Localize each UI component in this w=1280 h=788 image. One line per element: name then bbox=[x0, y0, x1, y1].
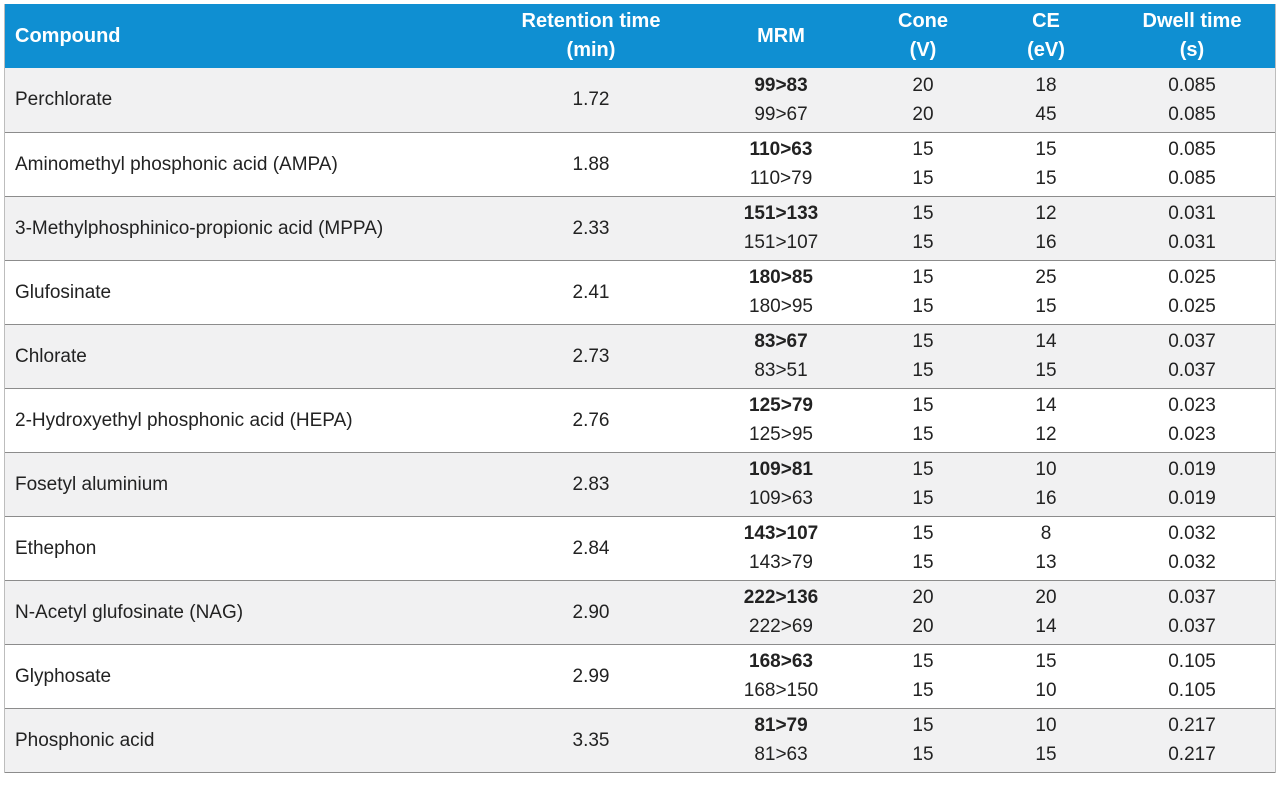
cell-dwell: 0.217 0.217 bbox=[1168, 715, 1216, 765]
cell-ce: 18 45 bbox=[1035, 74, 1057, 125]
cell-ce: 14 12 bbox=[1035, 395, 1057, 445]
cell-ce: 12 16 bbox=[1035, 203, 1057, 253]
cell-compound: Ethephon bbox=[15, 537, 97, 559]
cell-cone: 15 15 bbox=[912, 715, 934, 765]
cell-retention-time: 2.99 bbox=[572, 665, 610, 687]
header-dwell-time: Dwell time (s) bbox=[1109, 4, 1275, 68]
cell-retention-time: 2.41 bbox=[572, 281, 610, 303]
cell-cone: 15 15 bbox=[912, 139, 934, 189]
cell-mrm: 81>79 81>63 bbox=[754, 715, 808, 765]
cell-mrm: 83>67 83>51 bbox=[754, 331, 808, 381]
cell-dwell: 0.031 0.031 bbox=[1168, 203, 1216, 253]
header-mrm: MRM bbox=[699, 4, 863, 68]
cell-dwell: 0.085 0.085 bbox=[1168, 74, 1216, 125]
cell-ce: 20 14 bbox=[1035, 587, 1057, 637]
cell-cone: 15 15 bbox=[912, 203, 934, 253]
header-cone: Cone (V) bbox=[863, 4, 983, 68]
cell-mrm: 125>79 125>95 bbox=[749, 395, 813, 445]
table-header-row: Compound Retention time (min) MRM Cone (V)… bbox=[5, 4, 1275, 68]
header-compound: Compound bbox=[5, 4, 483, 68]
cell-mrm: 109>81 109>63 bbox=[749, 459, 813, 509]
cell-compound: Perchlorate bbox=[15, 89, 113, 111]
cell-compound: Glufosinate bbox=[15, 281, 112, 303]
cell-mrm: 151>133 151>107 bbox=[743, 203, 819, 253]
cell-compound: Phosphonic acid bbox=[15, 729, 155, 751]
cell-mrm: 222>136 222>69 bbox=[743, 587, 819, 637]
cell-cone: 20 20 bbox=[912, 74, 934, 125]
cell-compound: 2-Hydroxyethyl phosphonic acid (HEPA) bbox=[15, 409, 353, 431]
cell-mrm: 180>85 180>95 bbox=[749, 267, 813, 317]
mrm-table-container: Compound Retention time (min) MRM Cone (V)… bbox=[4, 4, 1276, 773]
cell-retention-time: 1.72 bbox=[572, 89, 610, 111]
cell-retention-time: 2.84 bbox=[572, 537, 610, 559]
cell-mrm: 143>107 143>79 bbox=[743, 523, 819, 573]
cell-mrm: 168>63 168>150 bbox=[743, 651, 819, 701]
table-row: 2-Hydroxyethyl phosphonic acid (HEPA) 2.7… bbox=[5, 388, 1275, 452]
cell-ce: 15 10 bbox=[1035, 651, 1057, 701]
cell-compound: Aminomethyl phosphonic acid (AMPA) bbox=[15, 153, 338, 175]
table-row: Ethephon 2.84 143>107 143>79 15 15 8 13 0.032 0.0… bbox=[5, 516, 1275, 580]
cell-ce: 10 15 bbox=[1035, 715, 1057, 765]
table-row: Perchlorate 1.72 99>83 99>67 20 20 18 45 0.085 0.… bbox=[5, 68, 1275, 132]
mrm-parameters-table: Compound Retention time (min) MRM Cone (V)… bbox=[5, 4, 1275, 773]
cell-cone: 15 15 bbox=[912, 331, 934, 381]
cell-dwell: 0.023 0.023 bbox=[1168, 395, 1216, 445]
cell-retention-time: 2.76 bbox=[572, 409, 610, 431]
cell-ce: 25 15 bbox=[1035, 267, 1057, 317]
cell-dwell: 0.019 0.019 bbox=[1168, 459, 1216, 509]
cell-cone: 15 15 bbox=[912, 459, 934, 509]
cell-cone: 15 15 bbox=[912, 523, 934, 573]
table-row: Aminomethyl phosphonic acid (AMPA) 1.88 11… bbox=[5, 132, 1275, 196]
table-row: Glyphosate 2.99 168>63 168>150 15 15 15 10 0.105… bbox=[5, 644, 1275, 708]
cell-compound: Chlorate bbox=[15, 345, 87, 367]
cell-compound: Fosetyl aluminium bbox=[15, 473, 169, 495]
cell-retention-time: 2.33 bbox=[572, 217, 610, 239]
cell-dwell: 0.037 0.037 bbox=[1168, 587, 1216, 637]
cell-retention-time: 2.73 bbox=[572, 345, 610, 367]
cell-dwell: 0.037 0.037 bbox=[1168, 331, 1216, 381]
cell-retention-time: 3.35 bbox=[572, 729, 610, 751]
cell-cone: 15 15 bbox=[912, 395, 934, 445]
table-row: 3-Methylphosphinico-propionic acid (MPPA… bbox=[5, 196, 1275, 260]
cell-mrm: 99>83 99>67 bbox=[754, 74, 808, 125]
cell-ce: 8 13 bbox=[1035, 523, 1057, 573]
table-row: Chlorate 2.73 83>67 83>51 15 15 14 15 0.037 0.037 bbox=[5, 324, 1275, 388]
table-row: Fosetyl aluminium 2.83 109>81 109>63 15 15 10 1… bbox=[5, 452, 1275, 516]
cell-ce: 10 16 bbox=[1035, 459, 1057, 509]
cell-ce: 14 15 bbox=[1035, 331, 1057, 381]
table-row: Phosphonic acid 3.35 81>79 81>63 15 15 10 15 0.2… bbox=[5, 708, 1275, 772]
cell-compound: N-Acetyl glufosinate (NAG) bbox=[15, 601, 244, 623]
cell-cone: 15 15 bbox=[912, 651, 934, 701]
cell-cone: 20 20 bbox=[912, 587, 934, 637]
table-row: Glufosinate 2.41 180>85 180>95 15 15 25 15 0.025… bbox=[5, 260, 1275, 324]
cell-cone: 15 15 bbox=[912, 267, 934, 317]
cell-ce: 15 15 bbox=[1035, 139, 1057, 189]
cell-dwell: 0.085 0.085 bbox=[1168, 139, 1216, 189]
cell-retention-time: 1.88 bbox=[572, 153, 610, 175]
cell-dwell: 0.105 0.105 bbox=[1168, 651, 1216, 701]
table-row: N-Acetyl glufosinate (NAG) 2.90 222>136 222… bbox=[5, 580, 1275, 644]
cell-compound: Glyphosate bbox=[15, 665, 112, 687]
cell-retention-time: 2.83 bbox=[572, 473, 610, 495]
cell-mrm: 110>63 110>79 bbox=[749, 139, 813, 189]
cell-dwell: 0.025 0.025 bbox=[1168, 267, 1216, 317]
cell-dwell: 0.032 0.032 bbox=[1168, 523, 1216, 573]
header-retention-time: Retention time (min) bbox=[483, 4, 699, 68]
cell-retention-time: 2.90 bbox=[572, 601, 610, 623]
cell-compound: 3-Methylphosphinico-propionic acid (MPPA… bbox=[15, 217, 384, 239]
header-ce: CE (eV) bbox=[983, 4, 1109, 68]
